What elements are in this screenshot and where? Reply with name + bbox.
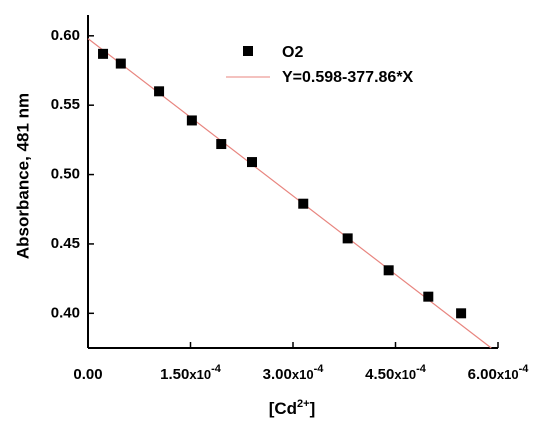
legend: O2 Y=0.598-377.86*X <box>226 44 414 86</box>
data-point <box>98 48 109 59</box>
y-axis-ticks: 0.40 0.45 0.50 0.55 0.60 <box>51 27 94 321</box>
y-tick-label: 0.45 <box>51 235 80 252</box>
y-tick-label: 0.60 <box>51 27 80 44</box>
data-point <box>115 58 126 69</box>
data-point <box>247 157 257 168</box>
data-point <box>186 115 197 126</box>
x-tick-label: 6.00x10-4 <box>468 363 530 383</box>
legend-label-fit: Y=0.598-377.86*X <box>282 69 414 86</box>
data-point <box>423 291 434 302</box>
x-axis-ticks: 0.00 1.50x10-4 3.00x10-4 4.50x10-4 6.00x10-4 <box>73 342 529 383</box>
x-tick-label: 3.00x10-4 <box>263 363 325 383</box>
x-tick-label: 1.50x10-4 <box>160 363 222 383</box>
data-point <box>383 265 394 276</box>
y-tick-label: 0.50 <box>51 166 80 183</box>
data-point <box>456 308 467 319</box>
data-point <box>216 139 227 150</box>
x-tick-label: 0.00 <box>73 366 102 383</box>
data-points-layer <box>98 48 467 319</box>
plot-area <box>87 15 498 349</box>
y-tick-label: 0.55 <box>51 96 80 113</box>
x-tick-label: 4.50x10-4 <box>365 363 427 383</box>
legend-label-o2: O2 <box>282 44 303 61</box>
legend-marker-o2 <box>243 46 253 56</box>
data-point <box>298 198 309 209</box>
y-axis-title: Absorbance, 481 nm <box>13 93 32 259</box>
y-tick-label: 0.40 <box>51 304 80 321</box>
x-axis-title: [Cd2+] <box>269 398 316 418</box>
data-point <box>154 86 165 97</box>
data-point <box>342 233 353 244</box>
